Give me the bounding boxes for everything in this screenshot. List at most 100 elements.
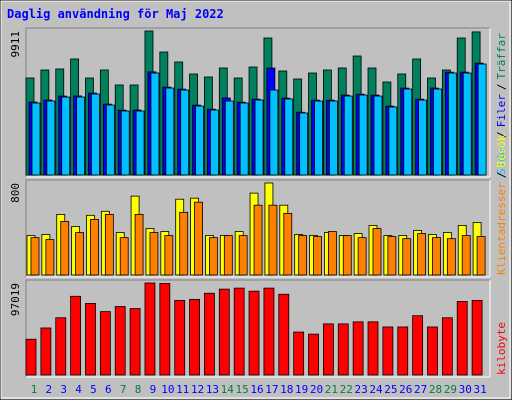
bar (254, 99, 264, 176)
x-tick-label: 1 (31, 383, 38, 396)
x-tick-label: 26 (399, 383, 412, 396)
bar (367, 321, 379, 376)
bar (61, 96, 71, 176)
bar (283, 212, 293, 276)
bar (471, 299, 483, 376)
x-tick-label: 2 (46, 383, 53, 396)
bar (314, 100, 323, 176)
x-tick-label: 11 (176, 383, 189, 396)
bar (427, 326, 438, 376)
bar (238, 235, 248, 276)
legend-entry: Filer (495, 94, 508, 127)
x-tick-label: 6 (105, 383, 112, 396)
x-tick-label: 18 (280, 383, 293, 396)
bar (263, 287, 275, 376)
x-tick-label: 15 (236, 383, 249, 396)
legend-separator: / (495, 84, 508, 91)
bar (327, 231, 337, 276)
bar (180, 89, 190, 176)
bar (387, 236, 397, 276)
x-tick-label: 30 (459, 383, 472, 396)
x-tick-label: 17 (265, 383, 278, 396)
bar (91, 93, 100, 176)
chart-title: Daglig användning för Maj 2022 (7, 7, 224, 21)
bar (388, 106, 398, 176)
x-tick-label: 21 (325, 383, 338, 396)
x-tick-label: 29 (444, 383, 457, 396)
y-tick-label: 800 (9, 183, 22, 203)
legend: kilobyte (495, 322, 508, 375)
bar (70, 295, 82, 376)
bar (372, 228, 382, 276)
bar (278, 293, 290, 376)
bar (223, 235, 233, 276)
bar (189, 298, 200, 376)
bar (149, 232, 159, 276)
bar (210, 109, 219, 176)
x-tick-label: 8 (135, 383, 142, 396)
bar (165, 87, 175, 176)
bar (358, 94, 368, 176)
bar (342, 235, 352, 276)
bar (144, 282, 156, 376)
bar (164, 235, 174, 276)
legend: Sidor / Filer / Träffar (495, 33, 508, 175)
bar (432, 237, 441, 276)
bar (209, 237, 218, 276)
bar (268, 204, 278, 276)
bar (40, 327, 52, 376)
bar (284, 98, 294, 176)
x-tick-label: 27 (414, 383, 427, 396)
bar (322, 323, 334, 376)
bar (418, 99, 428, 176)
x-tick-label: 25 (384, 383, 397, 396)
bar (328, 100, 338, 176)
bar (308, 333, 319, 376)
bar (159, 283, 171, 376)
legend-entry: kilobyte (495, 322, 508, 375)
bar (253, 204, 263, 276)
bar (120, 110, 130, 176)
bar (105, 104, 115, 176)
bar (85, 303, 96, 376)
bar (60, 221, 70, 276)
bar (204, 292, 215, 376)
bar (248, 290, 260, 376)
bar (293, 331, 305, 376)
bar (174, 299, 186, 376)
bar (417, 233, 427, 276)
bar (298, 235, 308, 276)
legend-entry: Klientadresser (495, 182, 508, 275)
x-tick-label: 4 (75, 383, 82, 396)
bar (373, 95, 383, 176)
bar (233, 287, 245, 376)
y-tick-label: 97019 (9, 283, 22, 316)
legend-separator: / (495, 172, 508, 179)
bar (76, 96, 86, 176)
x-tick-label: 5 (90, 383, 97, 396)
bar (462, 72, 472, 176)
bar (382, 326, 394, 376)
bar (269, 89, 279, 176)
bar (357, 237, 367, 276)
bar (461, 235, 471, 276)
legend-entry: Sidor (495, 142, 508, 175)
bar (46, 100, 56, 176)
bar (134, 213, 144, 276)
x-tick-label: 23 (355, 383, 368, 396)
bar (337, 323, 349, 376)
bar (224, 100, 234, 176)
bar (313, 236, 322, 276)
x-tick-label: 12 (191, 383, 204, 396)
bar (25, 338, 37, 376)
x-tick-label: 16 (250, 383, 263, 396)
x-tick-label: 19 (295, 383, 308, 396)
bar (30, 237, 40, 276)
bar (412, 315, 424, 376)
bar (31, 102, 41, 176)
legend-separator: / (495, 131, 508, 138)
bar (476, 236, 486, 276)
x-tick-label: 3 (60, 383, 67, 396)
